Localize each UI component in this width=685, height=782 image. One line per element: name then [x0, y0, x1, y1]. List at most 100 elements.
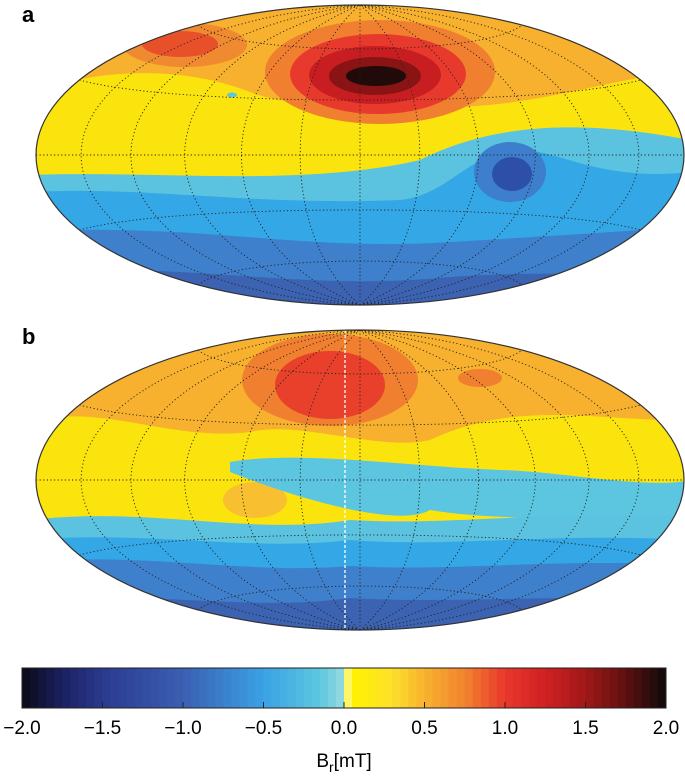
colorbar-band — [30, 668, 39, 708]
colorbar-frame — [21, 667, 667, 709]
meridian — [359, 5, 480, 305]
colorbar-band — [480, 668, 490, 708]
panel-label: b — [22, 324, 35, 349]
colorbar-band — [521, 668, 530, 708]
colorbar-band — [344, 668, 353, 708]
colorbar-band — [255, 668, 264, 708]
colorbar-tick-label: −1.5 — [84, 718, 122, 739]
colorbar-band — [78, 668, 87, 708]
meridian — [359, 330, 590, 630]
colorbar-band — [70, 668, 79, 708]
colorbar-band — [408, 668, 417, 708]
colorbar-band — [488, 668, 498, 708]
colorbar-band — [319, 668, 329, 708]
colorbar-band — [585, 668, 595, 708]
colorbar-band — [150, 668, 160, 708]
label-base: B — [316, 751, 329, 772]
colorbar-band — [609, 668, 619, 708]
colorbar-band — [279, 668, 289, 708]
colorbar-band — [496, 668, 506, 708]
colorbar-tick-label: 2.0 — [653, 718, 679, 739]
colorbar-band — [166, 668, 176, 708]
colorbar-band — [303, 668, 313, 708]
colorbar-band — [424, 668, 434, 708]
panel-label: a — [22, 2, 35, 27]
colorbar-band — [271, 668, 281, 708]
colorbar-band — [223, 668, 232, 708]
colorbar-band — [537, 668, 546, 708]
colorbar-band — [545, 668, 554, 708]
colorbar-band — [416, 668, 425, 708]
colorbar-band — [376, 668, 385, 708]
colorbar-band — [158, 668, 168, 708]
colorbar-band — [335, 668, 345, 708]
colorbar-band — [183, 668, 192, 708]
colorbar-band — [472, 668, 482, 708]
meridian — [359, 5, 590, 305]
colorbar: −2.0 −1.5 −1.0 −0.5 0.0 0.5 1.0 1.5 2.0 — [3, 668, 679, 739]
colorbar-band — [94, 668, 103, 708]
colorbar-band — [456, 668, 466, 708]
colorbar-band — [287, 668, 297, 708]
colorbar-band — [239, 668, 248, 708]
colorbar-band — [134, 668, 144, 708]
map-outline — [35, 329, 685, 631]
meridian — [359, 5, 421, 305]
colorbar-band — [513, 668, 522, 708]
colorbar-band — [529, 668, 538, 708]
colorbar-band — [295, 668, 305, 708]
colorbar-band — [440, 668, 450, 708]
meridian — [359, 330, 480, 630]
colorbar-tick-label: −1.0 — [164, 718, 202, 739]
colorbar-band — [54, 668, 63, 708]
colorbar-band — [633, 668, 643, 708]
colorbar-band — [174, 668, 184, 708]
colorbar-band — [432, 668, 442, 708]
colorbar-band — [641, 668, 651, 708]
colorbar-band — [400, 668, 409, 708]
colorbar-band — [649, 668, 659, 708]
meridian — [184, 330, 361, 630]
colorbar-band — [231, 668, 240, 708]
colorbar-band — [360, 668, 369, 708]
colorbar-band — [22, 668, 31, 708]
colorbar-band — [86, 668, 95, 708]
colorbar-band — [247, 668, 256, 708]
colorbar-band — [617, 668, 627, 708]
colorbar-band — [215, 668, 224, 708]
colorbar-band — [327, 668, 337, 708]
colorbar-band — [62, 668, 71, 708]
parallel — [79, 79, 641, 101]
colorbar-band — [263, 668, 273, 708]
colorbar-band — [118, 668, 128, 708]
colorbar-tick-label: 0.0 — [331, 718, 357, 739]
colorbar-band — [569, 668, 578, 708]
colorbar-band — [448, 668, 458, 708]
meridian — [130, 5, 361, 305]
colorbar-band — [199, 668, 208, 708]
colorbar-band — [110, 668, 120, 708]
meridian — [359, 330, 421, 630]
colorbar-label: Br[mT] — [316, 751, 371, 775]
label-unit: [mT] — [334, 751, 372, 772]
label-subscript: r — [329, 759, 334, 775]
colorbar-band — [593, 668, 603, 708]
graticule — [36, 330, 684, 630]
colorbar-band — [102, 668, 112, 708]
colorbar-band — [464, 668, 474, 708]
map-a — [36, 5, 684, 305]
colorbar-band — [505, 668, 514, 708]
colorbar-tick-label: −2.0 — [3, 718, 41, 739]
parallel — [79, 209, 641, 231]
meridian — [130, 330, 361, 630]
colorbar-band — [601, 668, 611, 708]
map-b — [36, 330, 684, 630]
colorbar-band — [142, 668, 152, 708]
parallel — [79, 534, 641, 556]
colorbar-band — [553, 668, 562, 708]
colorbar-band — [392, 668, 401, 708]
map-outline — [35, 4, 685, 306]
colorbar-band — [577, 668, 586, 708]
colorbar-band — [625, 668, 635, 708]
